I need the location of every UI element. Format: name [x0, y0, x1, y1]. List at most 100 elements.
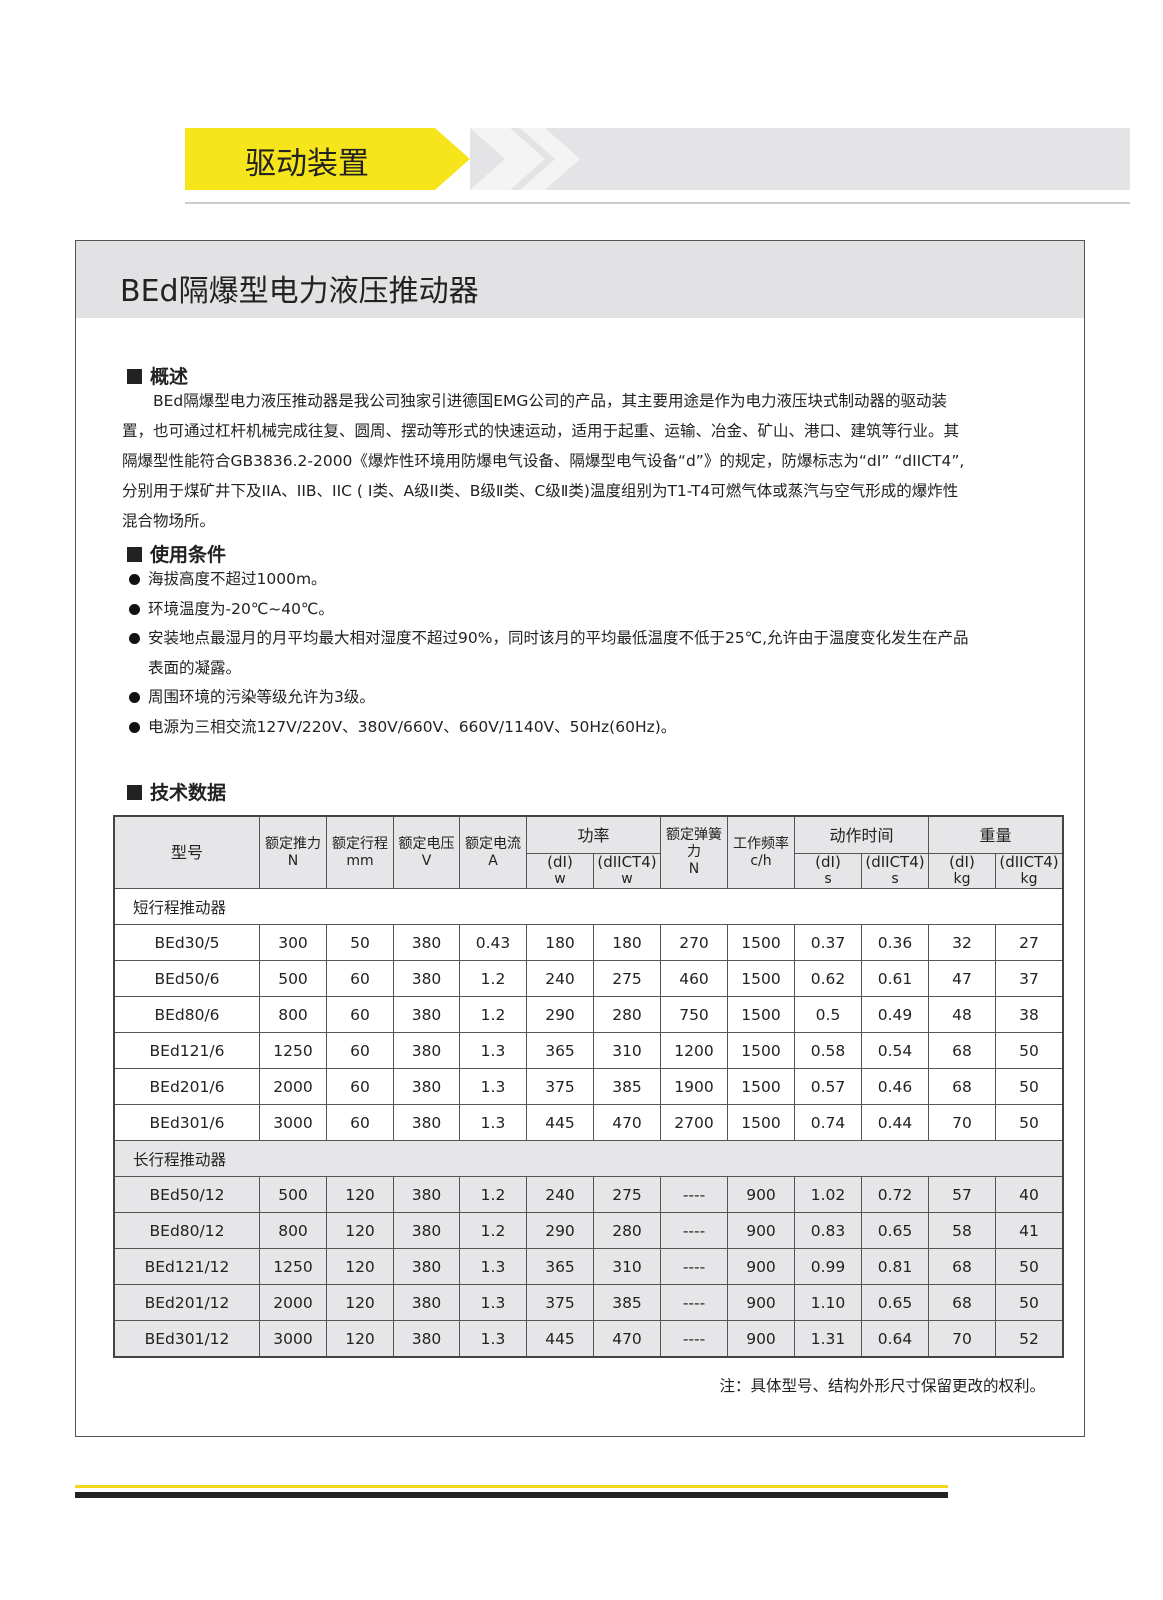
cell: 58 [928, 1212, 996, 1249]
cell: 275 [593, 960, 661, 997]
data-row: BEd121/6 1250 60 380 1.3 365 310 1200 1500 0.58 0.… [113, 1032, 1064, 1069]
cell: 0.72 [861, 1176, 929, 1213]
cell: 2000 [259, 1284, 327, 1321]
header-label: 额定电流 [465, 835, 521, 852]
header-cell: (dIICT4) w [593, 853, 661, 889]
cell: 1500 [727, 1104, 795, 1141]
header-cell: 额定电流 A [459, 815, 527, 889]
header-label: 动作时间 [829, 825, 894, 845]
data-row: BEd201/6 2000 60 380 1.3 375 385 1900 1500 0.57 0.… [113, 1068, 1064, 1105]
cell: 1500 [727, 924, 795, 961]
cell: 1250 [259, 1248, 327, 1285]
cell: 900 [727, 1284, 795, 1321]
header-cell: 额定行程 mm [326, 815, 394, 889]
cell: 380 [393, 996, 460, 1033]
cell: 380 [393, 1320, 460, 1358]
footer-yellow-line [75, 1485, 948, 1488]
footer-black-line [75, 1492, 948, 1498]
header-unit: w [621, 871, 633, 887]
cell: 380 [393, 1248, 460, 1285]
cell: 120 [326, 1212, 394, 1249]
cell: 180 [593, 924, 661, 961]
header-cell: 额定电压 V [393, 815, 460, 889]
cell: 41 [995, 1212, 1064, 1249]
cell: 470 [593, 1104, 661, 1141]
data-row: BEd201/12 2000 120 380 1.3 375 385 ---- 900 1.10 0… [113, 1284, 1064, 1321]
cell: 380 [393, 1104, 460, 1141]
cell: 1.02 [794, 1176, 862, 1213]
cell: 0.46 [861, 1068, 929, 1105]
cell: 1.2 [459, 960, 527, 997]
header-unit: A [488, 852, 498, 869]
header-cell: 额定弹簧力 N [660, 815, 728, 889]
cell: 280 [593, 1212, 661, 1249]
cell: 1.31 [794, 1320, 862, 1358]
cell: 0.43 [459, 924, 527, 961]
cell: BEd201/12 [113, 1284, 260, 1321]
header-sub-label: (dIICT4) [999, 853, 1059, 871]
conditions-list: 海拔高度不超过1000m。 环境温度为-20℃~40℃。 安装地点最湿月的月平均最大… [126, 565, 978, 742]
header-unit: c/h [750, 852, 772, 869]
cell: 1500 [727, 960, 795, 997]
overview-text: BEd隔爆型电力液压推动器是我公司独家引进德国EMG公司的产品，其主要用途是作为… [122, 392, 965, 530]
header-label: 功率 [577, 825, 610, 845]
cell: 240 [526, 1176, 594, 1213]
cell: 180 [526, 924, 594, 961]
cell: 365 [526, 1248, 594, 1285]
condition-item: 电源为三相交流127V/220V、380V/660V、660V/1140V、50… [126, 713, 978, 743]
cell: 900 [727, 1176, 795, 1213]
group-name: 长行程推动器 [114, 1140, 1063, 1177]
cell: 1500 [727, 1068, 795, 1105]
header-cell: 型号 [113, 815, 260, 889]
cell: 37 [995, 960, 1064, 997]
cell: 47 [928, 960, 996, 997]
cell: 27 [995, 924, 1064, 961]
cell: 68 [928, 1032, 996, 1069]
cell: 0.57 [794, 1068, 862, 1105]
cell: 0.54 [861, 1032, 929, 1069]
tech-heading: 技术数据 [127, 778, 226, 805]
cell: 120 [326, 1284, 394, 1321]
header-banner [185, 128, 1130, 204]
cell: 0.37 [794, 924, 862, 961]
group-row: 短行程推动器 [114, 888, 1063, 925]
cell: 0.64 [861, 1320, 929, 1358]
cell: 32 [928, 924, 996, 961]
cell: 0.99 [794, 1248, 862, 1285]
cell: 68 [928, 1068, 996, 1105]
header-unit: s [824, 871, 832, 887]
cell: 57 [928, 1176, 996, 1213]
cell: 310 [593, 1032, 661, 1069]
header-label: 额定推力 [265, 835, 321, 852]
cell: ---- [660, 1284, 728, 1321]
cell: 375 [526, 1068, 594, 1105]
group-name: 短行程推动器 [114, 888, 1063, 925]
cell: 1900 [660, 1068, 728, 1105]
header-sub-label: (dIICT4) [597, 853, 657, 871]
cell: ---- [660, 1212, 728, 1249]
cell: 300 [259, 924, 327, 961]
header-cell: (dI) w [526, 853, 594, 889]
header-unit: kg [953, 871, 971, 887]
condition-item: 安装地点最湿月的月平均最大相对湿度不超过90%，同时该月的平均最低温度不低于25… [126, 624, 978, 683]
data-row: BEd80/6 800 60 380 1.2 290 280 750 1500 0.5 0.49 48… [113, 996, 1064, 1033]
cell: 68 [928, 1248, 996, 1285]
cell: 1.2 [459, 996, 527, 1033]
cell: 900 [727, 1248, 795, 1285]
cell: BEd30/5 [113, 924, 260, 961]
product-title: BEd隔爆型电力液压推动器 [120, 274, 479, 309]
cell: 800 [259, 1212, 327, 1249]
cell: 1.2 [459, 1212, 527, 1249]
header-row: 型号 额定推力 N 额定行程 mm 额定电压 V 额定电流 A 功率 额定弹簧力 N 工作频率 c/h 动作… [113, 815, 1064, 889]
cell: 380 [393, 1068, 460, 1105]
cell: 120 [326, 1176, 394, 1213]
data-row: BEd301/12 3000 120 380 1.3 445 470 ---- 900 1.31 0… [113, 1320, 1064, 1358]
header-unit: N [688, 861, 700, 877]
conditions-heading: 使用条件 [127, 540, 226, 567]
header-unit: w [554, 871, 566, 887]
header-sub-label: (dI) [949, 853, 975, 871]
cell: 1200 [660, 1032, 728, 1069]
cell: 60 [326, 960, 394, 997]
cell: 1.3 [459, 1284, 527, 1321]
cell: BEd201/6 [113, 1068, 260, 1105]
